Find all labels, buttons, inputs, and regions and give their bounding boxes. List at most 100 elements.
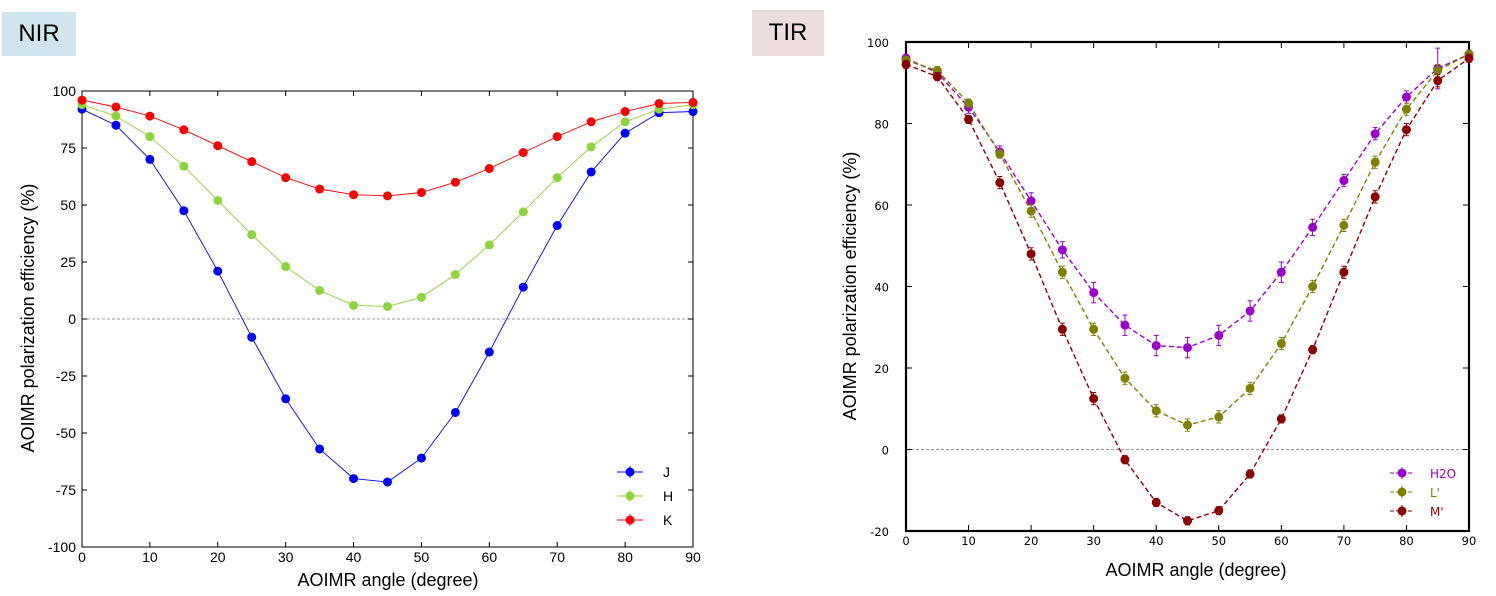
series-J: [77, 104, 698, 487]
y-tick-label: 50: [60, 197, 76, 213]
y-tick-label: -50: [56, 425, 76, 441]
series-line: [905, 57, 1470, 522]
data-point: [450, 407, 460, 417]
y-tick-label: 20: [874, 362, 889, 376]
data-point: [179, 161, 189, 171]
x-tick-label: 60: [482, 549, 498, 565]
data-point: [1308, 222, 1318, 232]
series-M': [901, 53, 1474, 526]
legend-label: K: [663, 512, 673, 528]
data-point: [315, 286, 325, 295]
legend-entry-H: H: [617, 488, 673, 504]
x-tick-label: 0: [902, 534, 909, 548]
data-point: [1120, 320, 1130, 330]
data-point: [552, 132, 562, 142]
y-tick-label: 80: [874, 118, 889, 132]
data-point: [586, 117, 596, 127]
data-point: [349, 300, 359, 310]
data-point: [654, 99, 664, 109]
data-point: [1183, 420, 1192, 430]
data-point: [1089, 394, 1099, 404]
data-point: [1120, 373, 1130, 383]
data-point: [1276, 267, 1286, 277]
y-tick-label: -75: [56, 482, 76, 498]
data-point: [1339, 267, 1349, 277]
data-point: [484, 240, 494, 250]
data-point: [383, 301, 392, 311]
data-point: [1433, 66, 1443, 76]
data-point: [247, 332, 257, 342]
data-point: [247, 157, 257, 167]
data-point: [620, 107, 630, 117]
data-point: [484, 347, 494, 357]
data-point: [1370, 192, 1380, 202]
x-tick-label: 50: [414, 549, 430, 565]
data-point: [1057, 245, 1067, 255]
y-tick-label: -20: [870, 525, 889, 539]
x-tick-label: 40: [346, 549, 362, 565]
data-point: [1276, 414, 1286, 424]
series-H2O: [901, 47, 1474, 359]
y-tick-label: 0: [68, 311, 76, 327]
x-axis-label: AOIMR angle (degree): [1105, 560, 1286, 580]
y-tick-label: 40: [874, 281, 889, 295]
data-point: [1308, 282, 1318, 291]
data-point: [964, 98, 974, 108]
legend-label: H: [663, 488, 673, 504]
data-point: [416, 187, 426, 197]
series-line: [905, 53, 1470, 349]
data-point: [281, 173, 291, 183]
x-tick-label: 0: [78, 549, 86, 565]
data-point: [1183, 343, 1192, 353]
x-axis-label: AOIMR angle (degree): [297, 570, 478, 590]
data-point: [281, 262, 291, 272]
data-point: [383, 477, 392, 487]
data-point: [315, 444, 325, 454]
data-point: [1401, 92, 1411, 102]
chart-tir: 0 10 20 30 40 50 60 70 80 90 -20 0 20 40 60 80 100 AOIMR …: [840, 36, 1476, 580]
data-point: [213, 266, 223, 276]
legend-marker: [625, 515, 635, 525]
data-point: [901, 59, 911, 69]
legend-marker: [625, 491, 635, 501]
x-tick-label: 10: [142, 549, 158, 565]
y-tick-label: 25: [60, 254, 76, 270]
data-point: [586, 167, 596, 177]
legend-entry-L': L': [1390, 486, 1440, 500]
data-point: [1464, 53, 1474, 63]
data-point: [518, 148, 528, 158]
data-point: [1151, 341, 1161, 351]
data-point: [450, 270, 460, 280]
data-point: [349, 190, 359, 200]
chart-nir: 0 10 20 30 40 50 60 70 80 90 -100 -75 -50 -25 0 25 50 75 1…: [18, 83, 701, 590]
y-axis-label: AOIMR polarization efficiency (%): [18, 184, 38, 453]
plot-frame: [904, 40, 1471, 533]
x-tick-label: 70: [1337, 534, 1352, 548]
y-tick-label: 60: [874, 199, 889, 213]
data-point: [111, 120, 121, 130]
data-point: [1057, 267, 1067, 277]
x-tick-label: 20: [210, 549, 226, 565]
data-point: [315, 184, 325, 194]
data-point: [964, 114, 974, 124]
data-point: [1151, 406, 1161, 416]
data-point: [1370, 129, 1380, 139]
legend-entry-J: J: [617, 464, 670, 480]
x-tick-label: 90: [1462, 534, 1477, 548]
data-point: [213, 195, 223, 205]
x-tick-label: 30: [278, 549, 294, 565]
data-point: [1214, 506, 1224, 516]
data-point: [1026, 196, 1036, 206]
series-line: [81, 99, 694, 197]
data-point: [247, 230, 257, 240]
y-tick-label: 100: [53, 83, 77, 99]
data-point: [484, 164, 494, 174]
legend-marker: [1397, 468, 1407, 478]
data-point: [1026, 206, 1036, 216]
legend-entry-M': M': [1390, 505, 1444, 519]
x-tick-label: 40: [1149, 534, 1164, 548]
series-H: [77, 100, 698, 311]
data-point: [1183, 516, 1192, 526]
data-point: [416, 292, 426, 302]
